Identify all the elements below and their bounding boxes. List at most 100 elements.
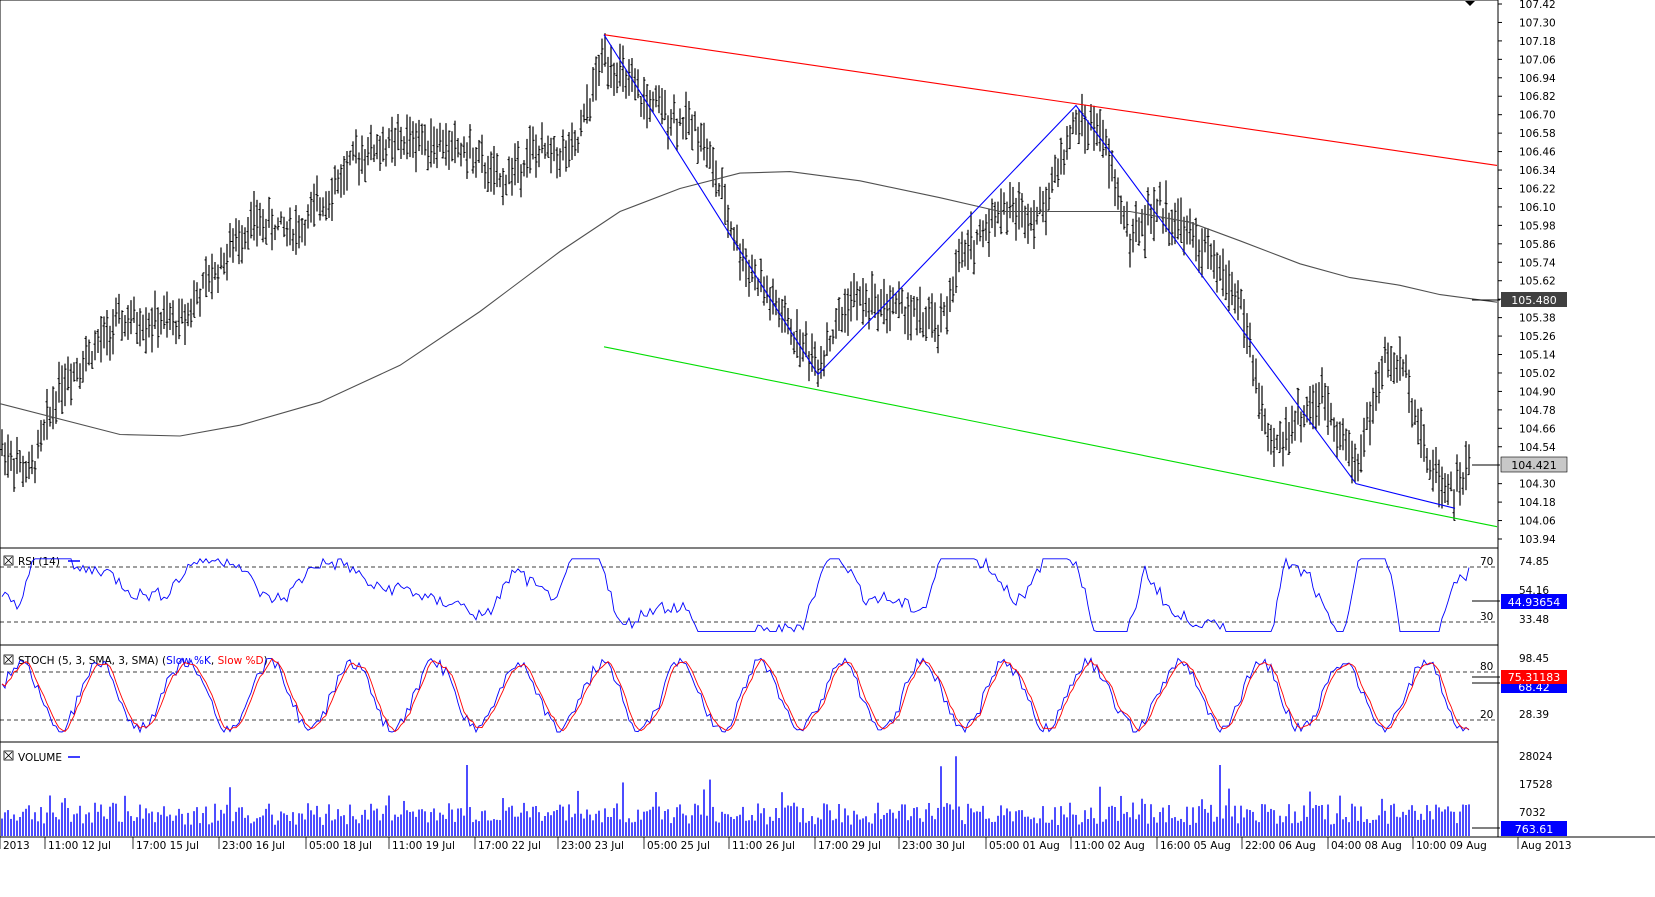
ohlc-bar [129,300,133,335]
ohlc-bar [579,109,583,137]
ohlc-bar [708,141,712,169]
chevron-down-icon[interactable] [1465,1,1475,6]
stoch-k-line [1,657,1470,734]
ohlc-bar [267,196,271,228]
ohlc-bar [1086,120,1090,151]
ohlc-bar [1053,154,1057,183]
ohlc-bar [342,155,346,195]
price-tick-label: 105.74 [1519,257,1556,269]
ohlc-bar [1095,113,1099,146]
ohlc-bar [909,294,913,341]
stoch-d-value-label: 68.42 [1518,681,1550,694]
ohlc-bar [744,248,748,287]
ohlc-bar [681,117,685,140]
volume-value-tag: 763.61 [1472,821,1567,836]
ohlc-bar [453,120,457,164]
ohlc-bar [147,312,151,338]
ohlc-bar [828,335,832,352]
ohlc-bar [1170,209,1174,246]
ohlc-bar [996,201,1000,224]
volume-value-label: 763.61 [1515,823,1554,836]
ohlc-bar [1443,473,1447,503]
ohlc-bar [489,151,493,192]
ohlc-bar [189,298,193,328]
ohlc-bar [1278,420,1282,454]
ohlc-bar [1257,382,1261,419]
ohlc-bar [603,33,607,67]
ohlc-bar [249,201,253,239]
ohlc-bar [21,455,25,487]
ohlc-bar [1077,109,1081,145]
ohlc-bar [1446,474,1450,506]
ohlc-bar [1326,386,1330,435]
ohlc-bar [1020,193,1024,228]
ohlc-bar [315,175,319,212]
ohlc-bar [555,147,559,179]
ohlc-bar [1380,355,1384,390]
price-tick-label: 105.86 [1519,239,1556,251]
ohlc-bar [378,135,382,171]
ohlc-bar [435,128,439,169]
ohlc-bar [1335,421,1339,459]
ohlc-bar [675,118,679,152]
ohlc-bar [372,144,376,163]
ohlc-bar [915,296,919,336]
ohlc-bar [660,88,664,125]
ohlc-bar [375,134,379,160]
ohlc-bar [1419,407,1423,459]
price-tick-label: 104.06 [1519,516,1556,528]
ohlc-bar [1164,180,1168,233]
ohlc-bar [123,315,127,337]
ohlc-bar [459,142,463,167]
rsi-panel[interactable] [0,547,1499,646]
ohlc-bar [225,243,229,281]
time-tick-label: Aug 2013 [1521,840,1572,852]
stoch-tick-1: 98.45 [1519,653,1549,665]
ohlc-bar [300,217,304,243]
ohlc-bar [309,191,313,223]
ohlc-bar [1263,408,1267,435]
ohlc-bar [897,281,901,319]
time-tick-label: 23:00 23 Jul [561,840,624,852]
ohlc-bar [636,69,640,99]
ohlc-bar [321,197,325,217]
ohlc-bar [879,289,883,317]
ohlc-bar [60,365,64,415]
ohlc-bar [288,207,292,246]
ohlc-bar [876,294,880,332]
ohlc-bar [333,165,337,195]
ohlc-bar [768,287,772,321]
ohlc-bar [1155,198,1159,222]
stoch-panel[interactable] [0,644,1499,743]
ohlc-bar [198,288,202,317]
ohlc-bar [1209,243,1213,270]
ohlc-bar [417,119,421,152]
ohlc-bar [1401,359,1405,377]
ohlc-bar [27,451,31,480]
ohlc-bar [1458,462,1462,506]
ohlc-bar [24,460,28,483]
ohlc-bar [576,136,580,153]
ohlc-bar [87,339,91,366]
rsi-level-70-label: 70 [1480,556,1493,568]
ohlc-bar [885,293,889,334]
ohlc-bar [522,160,526,177]
ohlc-bar [93,330,97,361]
ohlc-bar [186,302,190,327]
ohlc-bar [807,351,811,382]
ohlc-bar [1356,453,1360,482]
ohlc-bar [84,335,88,372]
ohlc-bar [723,183,727,225]
ohlc-bar [1275,434,1279,451]
ohlc-bar [141,314,145,341]
ohlc-bar [816,359,820,387]
ohlc-bar [534,134,538,178]
ohlc-bar [657,85,661,114]
ohlc-bar [588,98,592,122]
ohlc-bar [1338,421,1342,451]
ohlc-bar [228,223,232,258]
ohlc-bar [135,312,139,344]
ohlc-bar [1251,354,1255,387]
ohlc-bar [654,85,658,108]
ohlc-bar [1011,186,1015,223]
